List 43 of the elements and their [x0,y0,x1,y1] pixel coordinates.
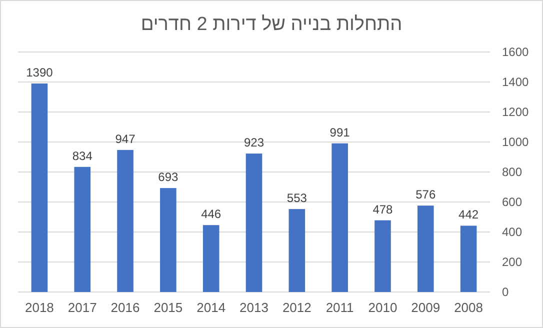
data-label: 834 [72,148,93,163]
bar [332,143,348,292]
bar [288,209,306,292]
data-label: 446 [201,207,222,222]
data-label: 576 [416,188,436,202]
data-label: 991 [330,125,350,140]
x-tick-label: 2017 [68,300,97,315]
y-tick-label: 0 [502,285,509,299]
x-tick-label: 2008 [454,300,484,315]
x-tick-label: 2010 [368,300,398,315]
data-label: 923 [244,136,264,150]
bar [246,154,262,292]
bar [460,226,477,292]
bar [374,220,391,292]
y-tick-label: 1400 [502,75,530,89]
y-tick-label: 1000 [502,135,530,149]
x-tick-label: 2015 [154,300,183,315]
x-tick-label: 2018 [24,300,54,315]
x-tick-label: 2009 [411,300,440,315]
y-tick-label: 1200 [502,105,530,119]
chart-title: התחלות בנייה של דירות 2 חדרים [140,14,402,35]
y-tick-label: 400 [502,225,522,239]
y-tick-label: 1600 [502,45,530,59]
y-tick-label: 600 [502,195,522,209]
data-label: 1390 [26,66,54,80]
bar [202,225,220,292]
y-tick-label: 200 [502,255,522,269]
bar [117,150,134,292]
x-tick-label: 2013 [240,300,268,315]
bar [160,188,176,292]
y-tick-label: 800 [502,165,522,179]
bar [31,84,48,292]
data-label: 947 [115,132,136,146]
data-label: 693 [158,170,179,184]
bar [74,166,91,292]
x-tick-label: 2011 [326,300,354,315]
x-tick-label: 2014 [196,300,226,315]
x-tick-label: 2012 [282,300,312,315]
data-label: 478 [372,202,394,216]
data-label: 442 [458,208,479,222]
data-label: 553 [286,191,308,206]
bar [417,206,434,292]
x-tick-label: 2016 [110,300,140,315]
